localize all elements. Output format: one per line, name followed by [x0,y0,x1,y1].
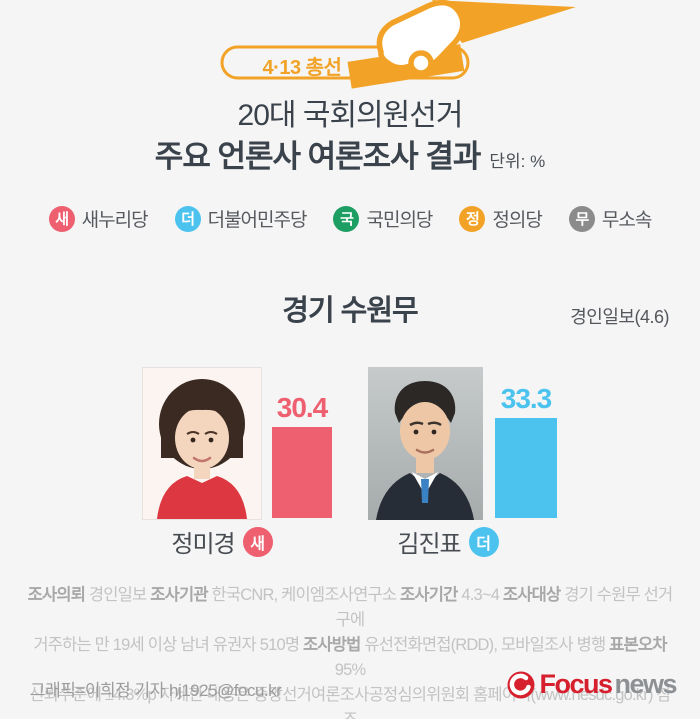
legend-item-justice: 정 정의당 [459,205,543,232]
party-badge-icon: 더 [468,526,499,557]
party-circle-icon: 새 [48,205,75,232]
title-line-1: 20대 국회의원선거 [237,99,464,132]
bar-value-label: 30.4 [276,392,328,423]
ballot-hand-icon [220,0,576,89]
party-circle-icon: 무 [568,205,595,232]
focus-news-logo: Focus news [507,669,677,700]
bar-group-kimjinpyo: 33.3 [495,383,557,518]
candidate-label-kimjinpyo: 김진표 더 [378,524,518,559]
page-title: 20대 국회의원선거 주요 언론사 여론조사 결과 단위: % [0,98,700,185]
legend-item-independent: 무 무소속 [568,205,652,232]
party-legend: 새 새누리당 더 더불어민주당 국 국민의당 정 정의당 무 무소속 [0,205,700,232]
title-line-2: 주요 언론사 여론조사 결과 단위: % [0,134,700,185]
legend-item-kukmin: 국 국민의당 [333,205,433,232]
legend-item-minjoo: 더 더불어민주당 [174,205,307,232]
title-line-2-text: 주요 언론사 여론조사 결과 [154,139,482,174]
party-circle-icon: 국 [333,205,360,232]
bar-kimjinpyo [495,418,557,518]
logo-text-news: news [614,669,677,699]
election-badge: 4·13 총선 [262,57,342,79]
bar-group-jeongmigyeong: 30.4 [272,392,332,518]
survey-note-line: 조사의뢰 경인일보 조사기관 한국CNR, 케이엠조사연구소 조사기간 4.3~… [27,586,674,629]
candidate-photo-jeongmigyeong [142,367,262,520]
focus-logo-icon [507,671,535,698]
candidate-photo-kimjinpyo [368,367,483,520]
party-circle-icon: 더 [174,205,201,232]
candidate-label-jeongmigyeong: 정미경 새 [152,524,292,559]
bar-value-label: 33.3 [500,383,552,414]
district-title: 경기 수원무 [282,295,418,327]
poll-source: 경인일보(4.6) [570,307,669,327]
unit-label: 단위: % [489,152,546,171]
survey-note-line: 거주하는 만 19세 이상 남녀 유권자 510명 조사방법 유선전화면접(RD… [33,636,667,679]
graphic-credit: 그래픽=이희정 기자 hj1925@focu.kr [30,681,282,700]
bar-jeongmigyeong [272,427,332,518]
legend-item-saenuri: 새 새누리당 [48,205,149,232]
poll-bar-chart: 30.4 [0,367,700,520]
logo-text-focus: Focus [539,669,613,699]
party-circle-icon: 정 [459,205,486,232]
party-badge-icon: 새 [242,526,273,557]
